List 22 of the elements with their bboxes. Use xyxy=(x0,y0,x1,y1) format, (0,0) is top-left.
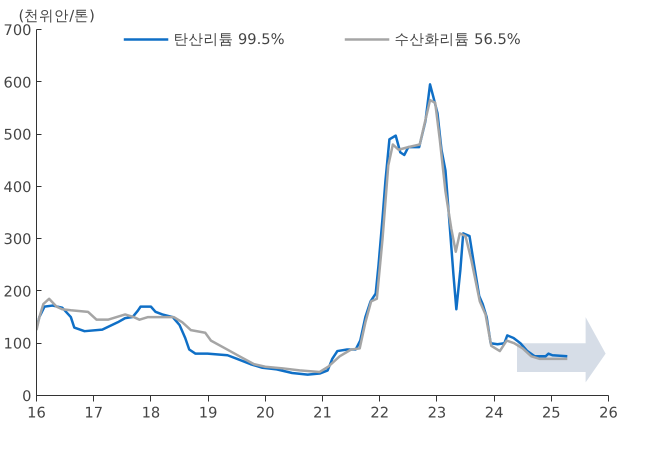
x-tick-label: 17 xyxy=(84,404,104,422)
x-tick-label: 26 xyxy=(599,404,618,422)
y-tick-label: 0 xyxy=(22,388,32,405)
y-tick-label: 500 xyxy=(4,126,32,144)
y-tick-label: 100 xyxy=(4,336,32,353)
x-tick-label: 16 xyxy=(27,404,46,422)
legend-label: 탄산리튬 99.5% xyxy=(173,30,284,48)
y-tick-label: 300 xyxy=(4,231,32,248)
x-tick-label: 19 xyxy=(198,404,218,422)
x-tick-label: 24 xyxy=(484,404,504,422)
y-axis-title: (천위안/톤) xyxy=(18,8,95,24)
legend-label: 수산화리튬 56.5% xyxy=(394,30,521,48)
y-tick-label: 200 xyxy=(4,283,32,300)
x-tick-label: 20 xyxy=(256,404,275,422)
x-tick-label: 25 xyxy=(542,404,561,422)
x-tick-label: 18 xyxy=(142,404,160,422)
x-tick-label: 21 xyxy=(313,404,332,422)
y-tick-label: 700 xyxy=(4,22,32,39)
x-tick-label: 23 xyxy=(428,404,446,422)
y-tick-label: 400 xyxy=(4,178,32,196)
y-tick-label: 600 xyxy=(4,74,32,92)
x-tick-label: 22 xyxy=(370,404,390,422)
